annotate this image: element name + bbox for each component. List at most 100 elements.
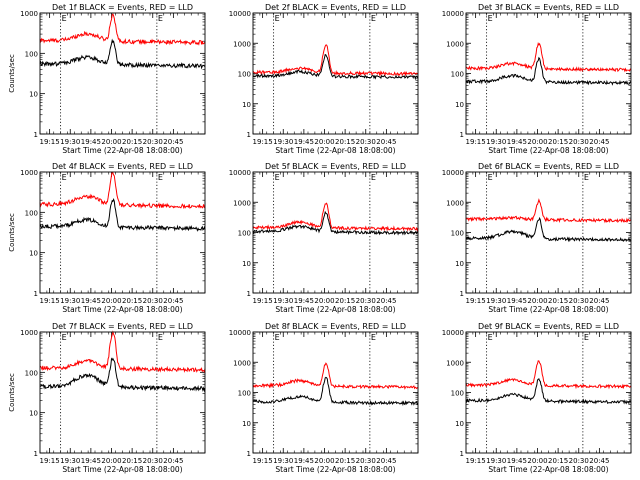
y-tick-label: 10 [29,250,38,258]
x-tick-label: 20:30 [143,138,163,146]
series-line-red-lld [252,202,419,232]
event-marker-label: E [275,173,280,182]
x-tick-label: 20:30 [569,297,589,305]
panel-title: Det 1f BLACK = Events, RED = LLD [52,3,193,12]
x-tick-label: 20:00 [314,138,334,146]
x-tick-label: 19:30 [273,297,293,305]
x-tick-label: 20:30 [356,457,376,465]
x-tick-label: 20:15 [335,457,355,465]
y-tick-label: 10000 [442,169,464,177]
event-marker-label: E [584,173,589,182]
y-tick-label: 100 [25,209,38,217]
y-axis-label: Counts/sec [8,213,16,252]
x-tick-label: 19:15 [253,138,273,146]
x-tick-label: 20:45 [163,457,183,465]
x-tick-label: 20:15 [122,297,142,305]
x-tick-label: 20:00 [314,457,334,465]
x-tick-label: 20:00 [101,457,121,465]
plot-frame [465,12,632,135]
plot-frame [252,171,419,294]
x-tick-label: 20:30 [143,297,163,305]
event-marker-label: E [371,333,376,342]
panel-det-8: Det 8f BLACK = Events, RED = LLD Start Ti… [229,322,419,474]
x-tick-label: 19:30 [486,297,506,305]
plot-frame [39,12,206,135]
x-tick-label: 20:15 [335,297,355,305]
x-axis-label: Start Time (22-Apr-08 18:08:00) [62,146,182,155]
x-tick-label: 19:30 [60,138,80,146]
plot-frame [252,331,419,454]
x-tick-label: 20:00 [527,138,547,146]
series-line-red-lld [252,44,419,77]
x-tick-label: 20:30 [356,297,376,305]
series-line-black-events [465,56,632,86]
series-line-black-events [465,216,632,243]
x-tick-label: 19:15 [466,457,486,465]
y-tick-label: 1 [460,290,464,298]
panel-det-4: Det 4f BLACK = Events, RED = LLD Counts/s… [8,162,206,314]
panel-det-5: Det 5f BLACK = Events, RED = LLD Start Ti… [229,162,419,314]
event-marker-label: E [158,333,163,342]
panel-title: Det 2f BLACK = Events, RED = LLD [265,3,406,12]
x-tick-label: 19:30 [273,138,293,146]
x-tick-label: 19:15 [466,297,486,305]
event-marker-label: E [62,333,67,342]
y-tick-label: 100 [238,390,251,398]
plot-frame [465,171,632,294]
event-marker-label: E [275,333,280,342]
x-tick-label: 19:45 [507,138,527,146]
y-tick-label: 1000 [233,199,251,207]
x-tick-label: 19:45 [81,297,101,305]
plot-frame [39,171,206,294]
y-tick-label: 10000 [442,329,464,337]
event-marker-label: E [371,173,376,182]
y-tick-label: 1000 [446,359,464,367]
x-axis-label: Start Time (22-Apr-08 18:08:00) [275,465,395,474]
x-axis-label: Start Time (22-Apr-08 18:08:00) [488,305,608,314]
x-tick-label: 20:00 [314,297,334,305]
series-line-black-events [252,376,419,407]
x-tick-label: 19:45 [294,138,314,146]
panel-det-7: Det 7f BLACK = Events, RED = LLD Counts/s… [8,322,206,474]
y-tick-label: 1000 [20,169,38,177]
y-tick-label: 10 [242,260,251,268]
series-line-red-lld [465,198,632,224]
x-tick-label: 20:00 [527,297,547,305]
panel-det-6: Det 6f BLACK = Events, RED = LLD Start Ti… [442,162,632,314]
panel-title: Det 4f BLACK = Events, RED = LLD [52,162,193,171]
series-line-red-lld [39,330,206,374]
x-axis-label: Start Time (22-Apr-08 18:08:00) [488,146,608,155]
x-axis-label: Start Time (22-Apr-08 18:08:00) [488,465,608,474]
panel-title: Det 8f BLACK = Events, RED = LLD [265,322,406,331]
y-tick-label: 10000 [229,169,251,177]
series-line-black-events [252,53,419,81]
x-tick-label: 20:15 [122,457,142,465]
series-line-red-lld [465,360,632,390]
y-tick-label: 100 [25,369,38,377]
event-marker-label: E [584,14,589,23]
x-tick-label: 20:15 [122,138,142,146]
y-tick-label: 10 [242,420,251,428]
plot-frame [252,12,419,135]
panel-det-9: Det 9f BLACK = Events, RED = LLD Start Ti… [442,322,632,474]
x-tick-label: 20:45 [376,138,396,146]
x-tick-label: 19:45 [294,457,314,465]
y-tick-label: 1 [247,131,251,139]
x-tick-label: 20:45 [376,457,396,465]
x-tick-label: 19:45 [507,457,527,465]
x-axis-label: Start Time (22-Apr-08 18:08:00) [275,305,395,314]
panel-title: Det 9f BLACK = Events, RED = LLD [478,322,619,331]
y-tick-label: 100 [238,230,251,238]
x-tick-label: 19:30 [486,138,506,146]
y-tick-label: 1000 [446,40,464,48]
y-tick-label: 1 [460,131,464,139]
y-tick-label: 1000 [233,359,251,367]
x-tick-label: 20:15 [335,138,355,146]
x-tick-label: 19:30 [273,457,293,465]
y-tick-label: 10 [29,410,38,418]
y-tick-label: 10 [455,260,464,268]
event-marker-label: E [62,14,67,23]
x-tick-label: 20:30 [569,457,589,465]
y-tick-label: 100 [451,230,464,238]
